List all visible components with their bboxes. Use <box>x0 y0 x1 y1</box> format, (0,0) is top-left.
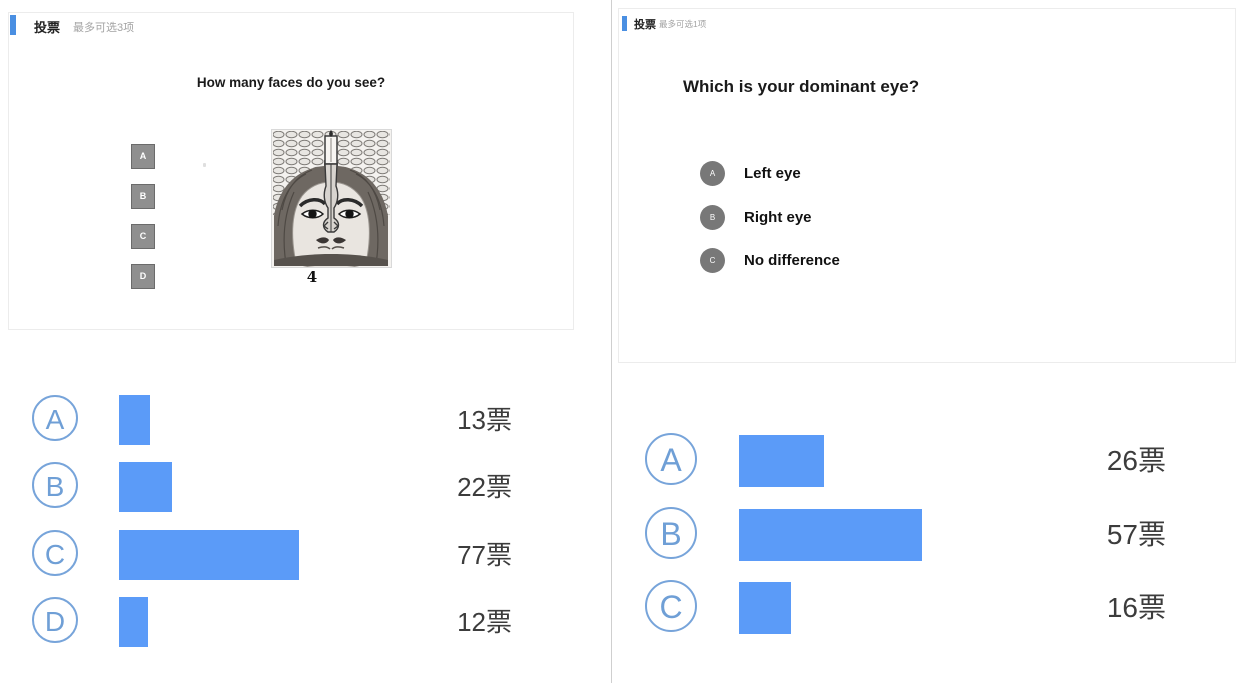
vote-header-subtitle: 最多可选3项 <box>73 22 135 34</box>
vote-count: 12票 <box>457 607 512 637</box>
result-option-circle: A <box>32 395 78 441</box>
option-chip-b: B <box>131 184 155 209</box>
vote-bar <box>119 395 150 445</box>
vote-count: 77票 <box>457 540 512 570</box>
stray-mark <box>203 163 206 167</box>
result-row-d: D 12票 <box>0 597 610 647</box>
result-option-circle: B <box>32 462 78 508</box>
image-caption: 4 <box>306 268 318 286</box>
faces-illusion-image <box>271 129 392 268</box>
result-row-c: C 16票 <box>612 580 1245 636</box>
result-row-a: A 13票 <box>0 395 610 445</box>
vote-bar <box>739 582 791 634</box>
result-row-a: A 26票 <box>612 433 1245 489</box>
header-accent-bar <box>622 16 627 31</box>
question-text: How many faces do you see? <box>196 75 386 90</box>
result-option-circle: A <box>645 433 697 485</box>
vote-count: 26票 <box>1106 445 1166 476</box>
poll-question-card: 投票 最多可选1项 Which is your dominant eye? A … <box>618 8 1236 363</box>
result-row-b: B 22票 <box>0 462 610 512</box>
vote-header-subtitle: 最多可选1项 <box>659 19 707 29</box>
option-label: Left eye <box>744 165 801 182</box>
result-row-b: B 57票 <box>612 507 1245 563</box>
vote-bar <box>739 435 824 487</box>
option-chip-a: A <box>131 144 155 169</box>
option-chip-d: D <box>131 264 155 289</box>
result-row-c: C 77票 <box>0 530 610 580</box>
result-option-circle: C <box>32 530 78 576</box>
vote-count: 13票 <box>457 405 512 435</box>
vote-count: 22票 <box>457 472 512 502</box>
option-badge-a: A <box>700 161 725 186</box>
vote-bar <box>119 462 172 512</box>
vote-header-title: 投票 <box>34 20 61 35</box>
vote-bar <box>119 530 299 580</box>
option-badge-c: C <box>700 248 725 273</box>
vote-bar <box>119 597 148 647</box>
vote-count: 57票 <box>1106 519 1166 550</box>
vote-count: 16票 <box>1106 592 1166 623</box>
option-label: Right eye <box>744 209 812 226</box>
option-label: No difference <box>744 252 840 269</box>
question-text: Which is your dominant eye? <box>683 77 920 96</box>
result-option-circle: B <box>645 507 697 559</box>
result-option-circle: D <box>32 597 78 643</box>
option-badge-b: B <box>700 205 725 230</box>
poll-question-card: 投票 最多可选3项 How many faces do you see? A B… <box>8 12 574 330</box>
vote-bar <box>739 509 922 561</box>
result-option-circle: C <box>645 580 697 632</box>
header-accent-bar <box>10 15 16 35</box>
option-chip-c: C <box>131 224 155 249</box>
poll-panel-right: 投票 最多可选1项 Which is your dominant eye? A … <box>611 0 1245 683</box>
vote-header-title: 投票 <box>634 19 656 31</box>
poll-panel-left: 投票 最多可选3项 How many faces do you see? A B… <box>0 0 610 683</box>
